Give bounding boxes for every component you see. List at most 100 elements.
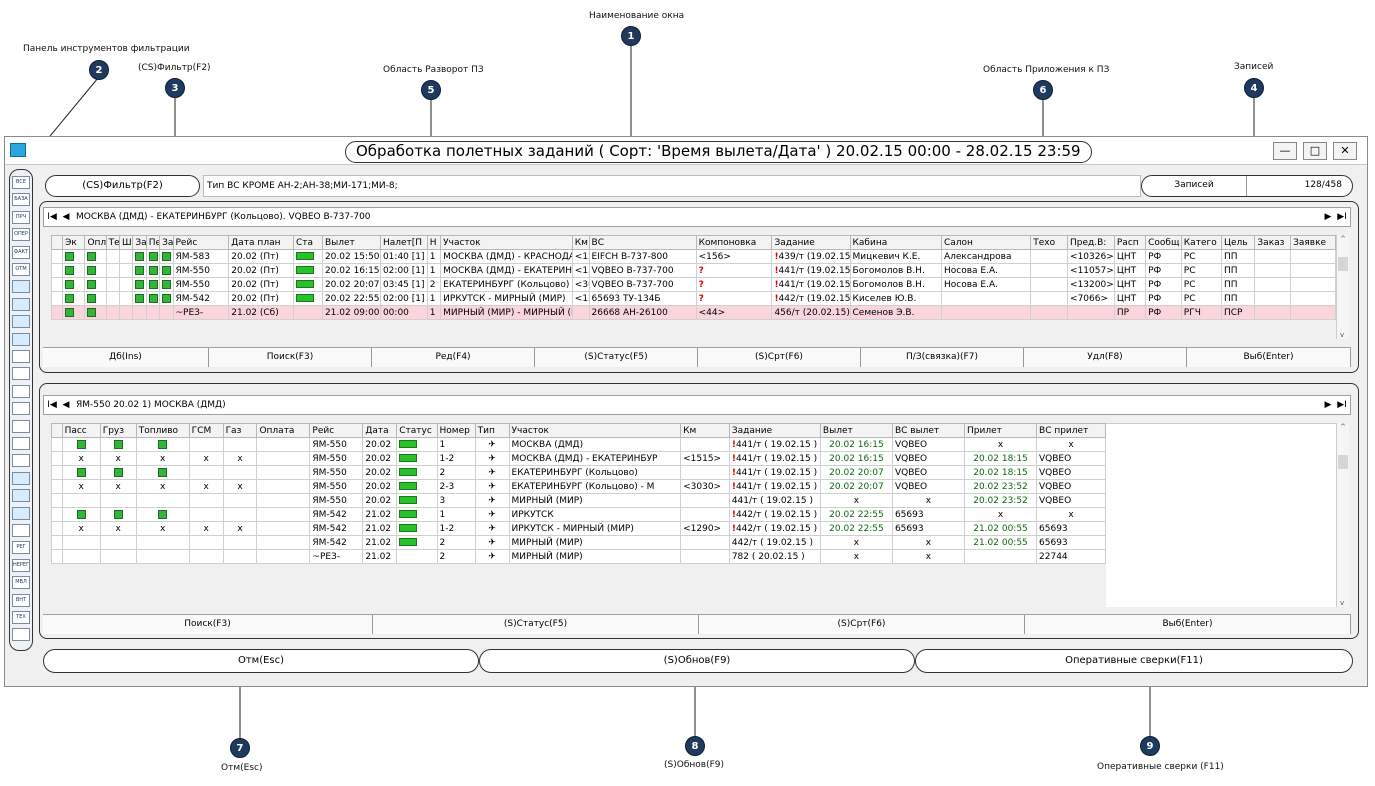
check-cell[interactable] (132, 305, 147, 320)
opl-cell[interactable] (256, 507, 311, 522)
status-cell[interactable] (396, 507, 438, 522)
gaz-cell[interactable]: x (222, 479, 258, 494)
nav-prev-button[interactable]: ◀ (62, 212, 70, 222)
top-col-header[interactable]: Те (105, 235, 121, 250)
top-col-header[interactable]: Задание (771, 235, 851, 250)
top-col-header[interactable]: Заявке (1290, 235, 1336, 250)
bottom-col-header[interactable]: Груз (99, 423, 137, 438)
t-cell[interactable] (135, 535, 190, 550)
toolbar-button-6[interactable] (12, 280, 30, 294)
status-cell[interactable] (292, 249, 323, 264)
minimize-button[interactable]: — (1273, 142, 1297, 160)
bottom-col-header[interactable]: Номер (436, 423, 476, 438)
bottom-scrollbar[interactable]: ^ v (1336, 423, 1349, 607)
t-cell[interactable] (135, 507, 190, 522)
check-cell[interactable] (62, 305, 86, 320)
gaz-cell[interactable] (222, 549, 258, 564)
top-action-button-1[interactable]: Поиск(F3) (209, 348, 372, 367)
table-row[interactable]: ЯМ-550 20.02 (Пт) 20.02 20:07 03:45 [1] 2 ЕКА… (50, 277, 1336, 292)
top-col-header[interactable]: Рейс (172, 235, 230, 250)
check-cell[interactable] (118, 291, 134, 306)
p-cell[interactable]: x (61, 451, 101, 466)
top-action-button-4[interactable]: (S)Срт(F6) (698, 348, 861, 367)
table-row[interactable]: x x x x x ЯМ-550 20.02 2-3 ✈ ЕКАТЕРИНБУРГ (Кольцо… (51, 479, 1106, 494)
top-col-header[interactable]: Пе (145, 235, 161, 250)
status-cell[interactable] (396, 493, 438, 508)
check-cell[interactable] (118, 263, 134, 278)
p-cell[interactable] (61, 549, 101, 564)
top-action-button-2[interactable]: Ред(F4) (372, 348, 535, 367)
top-col-header[interactable]: За (159, 235, 174, 250)
check-cell[interactable] (105, 305, 121, 320)
check-cell[interactable] (105, 277, 121, 292)
toolbar-button-19[interactable] (12, 506, 30, 520)
status-cell[interactable] (396, 465, 438, 480)
p-cell[interactable] (61, 493, 101, 508)
opl-cell[interactable] (256, 521, 311, 536)
toolbar-button-17[interactable] (12, 471, 30, 485)
check-cell[interactable] (132, 277, 147, 292)
top-col-header[interactable]: Км (571, 235, 590, 250)
top-col-header[interactable]: Сообщ (1145, 235, 1182, 250)
toolbar-button-8[interactable] (12, 315, 30, 329)
gsm-cell[interactable]: x (188, 521, 224, 536)
toolbar-button-10[interactable] (12, 350, 30, 363)
toolbar-button-12[interactable] (12, 384, 30, 398)
t-cell[interactable] (135, 493, 190, 508)
bottom-col-header[interactable]: Км (680, 423, 730, 438)
toolbar-button-5[interactable]: ОТМ (12, 263, 30, 276)
operative-check-button[interactable]: Оперативные сверки(F11) (915, 649, 1353, 673)
g-cell[interactable] (99, 549, 137, 564)
opl-cell[interactable] (256, 437, 311, 452)
toolbar-button-25[interactable]: ТЕХ (12, 611, 30, 624)
top-col-header[interactable]: Налет[П (379, 235, 428, 250)
bscroll-up-arrow[interactable]: ^ (1340, 423, 1346, 431)
top-col-header[interactable]: Пред.В: (1067, 235, 1115, 250)
bottom-col-header[interactable]: Статус (396, 423, 438, 438)
bottom-action-button-0[interactable]: Поиск(F3) (43, 615, 373, 634)
check-cell[interactable] (145, 277, 161, 292)
opl-cell[interactable] (256, 479, 311, 494)
check-cell[interactable] (145, 291, 161, 306)
close-button[interactable]: ✕ (1333, 142, 1357, 160)
scroll-thumb[interactable] (1338, 257, 1348, 271)
check-cell[interactable] (62, 249, 86, 264)
bottom-col-header[interactable]: Участок (508, 423, 682, 438)
check-cell[interactable] (118, 277, 134, 292)
g-cell[interactable] (99, 437, 137, 452)
check-cell[interactable] (132, 249, 147, 264)
opl-cell[interactable] (256, 493, 311, 508)
p-cell[interactable] (61, 465, 101, 480)
top-scrollbar[interactable]: ^ v (1336, 235, 1349, 339)
g-cell[interactable] (99, 465, 137, 480)
bottom-col-header[interactable]: ГСМ (188, 423, 224, 438)
toolbar-button-11[interactable] (12, 367, 30, 381)
gaz-cell[interactable]: x (222, 451, 258, 466)
check-cell[interactable] (159, 305, 174, 320)
bottom-action-button-2[interactable]: (S)Срт(F6) (699, 615, 1025, 634)
g-cell[interactable]: x (99, 451, 137, 466)
toolbar-button-22[interactable]: НЕРЕГ (12, 558, 30, 572)
top-col-header[interactable]: Салон (940, 235, 1032, 250)
toolbar-button-7[interactable] (12, 297, 30, 311)
status-cell[interactable] (292, 277, 323, 292)
bottom-action-button-1[interactable]: (S)Статус(F5) (373, 615, 699, 634)
table-row[interactable]: ~РЕЗ- 21.02 2 ✈ МИРНЫЙ (МИР) 782 ( 20.02.15 )… (51, 549, 1106, 564)
check-cell[interactable] (145, 249, 161, 264)
bottom-col-header[interactable]: Топливо (135, 423, 190, 438)
gsm-cell[interactable] (188, 549, 224, 564)
top-action-button-3[interactable]: (S)Статус(F5) (535, 348, 698, 367)
toolbar-button-21[interactable]: РЕГ (12, 541, 30, 555)
top-col-header[interactable]: За (132, 235, 147, 250)
top-col-header[interactable]: Опл (84, 235, 107, 250)
gsm-cell[interactable] (188, 437, 224, 452)
toolbar-button-3[interactable]: ОПЕР (12, 228, 30, 242)
t-cell[interactable]: x (135, 451, 190, 466)
top-action-button-6[interactable]: Удл(F8) (1024, 348, 1187, 367)
g-cell[interactable]: x (99, 479, 137, 494)
nav-next-button[interactable]: ▶ (1324, 212, 1332, 222)
g-cell[interactable] (99, 493, 137, 508)
toolbar-button-2[interactable]: ПРЧ (12, 210, 30, 224)
g-cell[interactable] (99, 535, 137, 550)
check-cell[interactable] (145, 305, 161, 320)
